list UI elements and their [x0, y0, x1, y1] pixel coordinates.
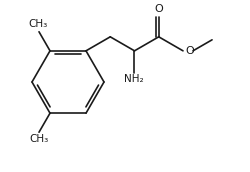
Text: CH₃: CH₃ [29, 134, 48, 144]
Text: O: O [185, 46, 194, 56]
Text: NH₂: NH₂ [124, 74, 143, 84]
Text: O: O [154, 4, 163, 14]
Text: CH₃: CH₃ [28, 19, 48, 29]
